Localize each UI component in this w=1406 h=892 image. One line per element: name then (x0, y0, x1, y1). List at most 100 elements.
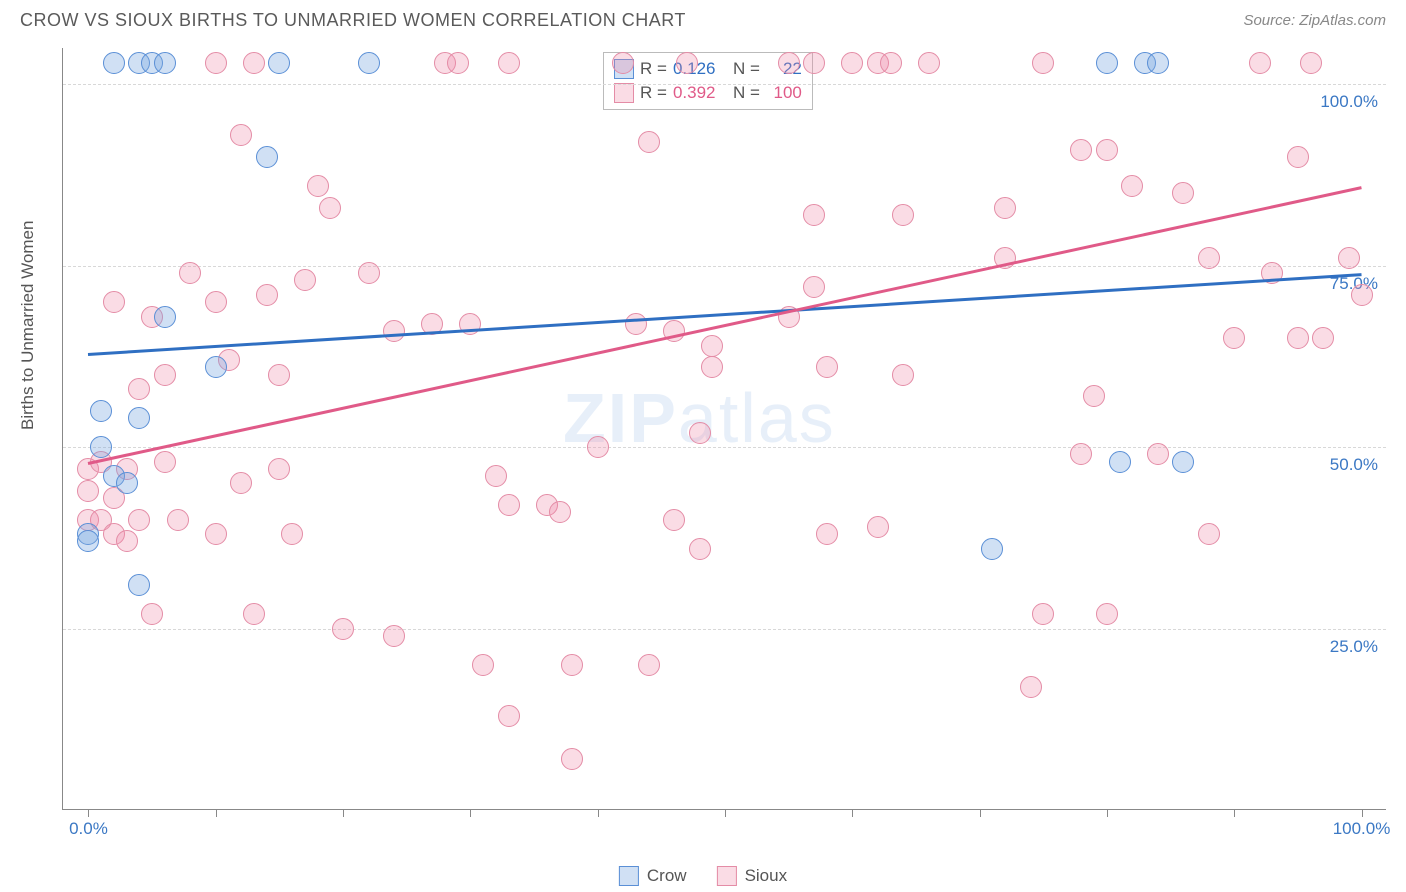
data-point-sioux (128, 378, 150, 400)
data-point-crow (90, 400, 112, 422)
data-point-sioux (1070, 443, 1092, 465)
data-point-sioux (1020, 676, 1042, 698)
legend-label: Crow (647, 866, 687, 886)
data-point-crow (268, 52, 290, 74)
y-tick-label: 100.0% (1320, 92, 1378, 112)
data-point-sioux (1223, 327, 1245, 349)
data-point-crow (1109, 451, 1131, 473)
data-point-sioux (638, 131, 660, 153)
data-point-sioux (230, 124, 252, 146)
series-legend: Crow Sioux (619, 866, 787, 886)
data-point-sioux (1300, 52, 1322, 74)
x-tick-mark (1362, 809, 1363, 817)
data-point-sioux (447, 52, 469, 74)
data-point-sioux (1121, 175, 1143, 197)
legend-n-value: 100 (766, 83, 802, 103)
data-point-sioux (892, 204, 914, 226)
x-tick-label-right: 100.0% (1333, 819, 1391, 839)
data-point-sioux (1312, 327, 1334, 349)
data-point-sioux (319, 197, 341, 219)
data-point-sioux (141, 603, 163, 625)
trendline-sioux (88, 186, 1362, 465)
data-point-sioux (689, 422, 711, 444)
data-point-sioux (1287, 327, 1309, 349)
legend-n-label: N = (733, 83, 760, 103)
x-tick-mark (216, 809, 217, 817)
data-point-crow (981, 538, 1003, 560)
data-point-crow (1096, 52, 1118, 74)
data-point-sioux (994, 197, 1016, 219)
data-point-sioux (128, 509, 150, 531)
data-point-crow (1172, 451, 1194, 473)
chart-title: CROW VS SIOUX BIRTHS TO UNMARRIED WOMEN … (20, 10, 686, 31)
legend-n-label: N = (733, 59, 760, 79)
data-point-sioux (281, 523, 303, 545)
data-point-sioux (243, 52, 265, 74)
data-point-crow (1147, 52, 1169, 74)
watermark-bold: ZIP (563, 379, 678, 457)
watermark-rest: atlas (678, 379, 836, 457)
data-point-sioux (1287, 146, 1309, 168)
data-point-sioux (918, 52, 940, 74)
data-point-sioux (179, 262, 201, 284)
data-point-sioux (816, 523, 838, 545)
source-label: Source: ZipAtlas.com (1243, 12, 1386, 29)
data-point-sioux (701, 356, 723, 378)
gridline (63, 629, 1386, 630)
data-point-sioux (867, 516, 889, 538)
data-point-sioux (549, 501, 571, 523)
data-point-sioux (154, 451, 176, 473)
data-point-sioux (561, 654, 583, 676)
data-point-sioux (841, 52, 863, 74)
data-point-crow (103, 52, 125, 74)
y-tick-label: 50.0% (1330, 455, 1378, 475)
legend-label: Sioux (745, 866, 788, 886)
chart-header: CROW VS SIOUX BIRTHS TO UNMARRIED WOMEN … (0, 0, 1406, 37)
data-point-sioux (778, 52, 800, 74)
data-point-sioux (1083, 385, 1105, 407)
data-point-sioux (332, 618, 354, 640)
y-axis-title: Births to Unmarried Women (18, 221, 38, 430)
x-tick-mark (598, 809, 599, 817)
x-tick-mark (980, 809, 981, 817)
data-point-sioux (358, 262, 380, 284)
x-tick-mark (852, 809, 853, 817)
data-point-sioux (1172, 182, 1194, 204)
data-point-crow (256, 146, 278, 168)
data-point-sioux (1032, 603, 1054, 625)
legend-r-value: 0.392 (673, 83, 727, 103)
x-tick-mark (1234, 809, 1235, 817)
data-point-sioux (77, 480, 99, 502)
data-point-sioux (383, 320, 405, 342)
data-point-sioux (498, 494, 520, 516)
data-point-crow (128, 574, 150, 596)
data-point-sioux (1032, 52, 1054, 74)
data-point-sioux (561, 748, 583, 770)
data-point-sioux (612, 52, 634, 74)
x-tick-label-left: 0.0% (69, 819, 108, 839)
data-point-sioux (1198, 523, 1220, 545)
data-point-sioux (880, 52, 902, 74)
data-point-sioux (803, 204, 825, 226)
legend-swatch-crow (619, 866, 639, 886)
data-point-sioux (205, 52, 227, 74)
legend-swatch-sioux (717, 866, 737, 886)
y-tick-label: 25.0% (1330, 637, 1378, 657)
data-point-crow (154, 52, 176, 74)
data-point-sioux (1070, 139, 1092, 161)
data-point-sioux (625, 313, 647, 335)
data-point-crow (205, 356, 227, 378)
data-point-sioux (268, 364, 290, 386)
data-point-sioux (816, 356, 838, 378)
data-point-sioux (1338, 247, 1360, 269)
data-point-sioux (103, 291, 125, 313)
data-point-sioux (498, 705, 520, 727)
gridline (63, 266, 1386, 267)
data-point-sioux (1096, 139, 1118, 161)
data-point-sioux (1351, 284, 1373, 306)
data-point-crow (90, 436, 112, 458)
x-tick-mark (343, 809, 344, 817)
data-point-crow (116, 472, 138, 494)
data-point-sioux (294, 269, 316, 291)
legend-item-crow: Crow (619, 866, 687, 886)
